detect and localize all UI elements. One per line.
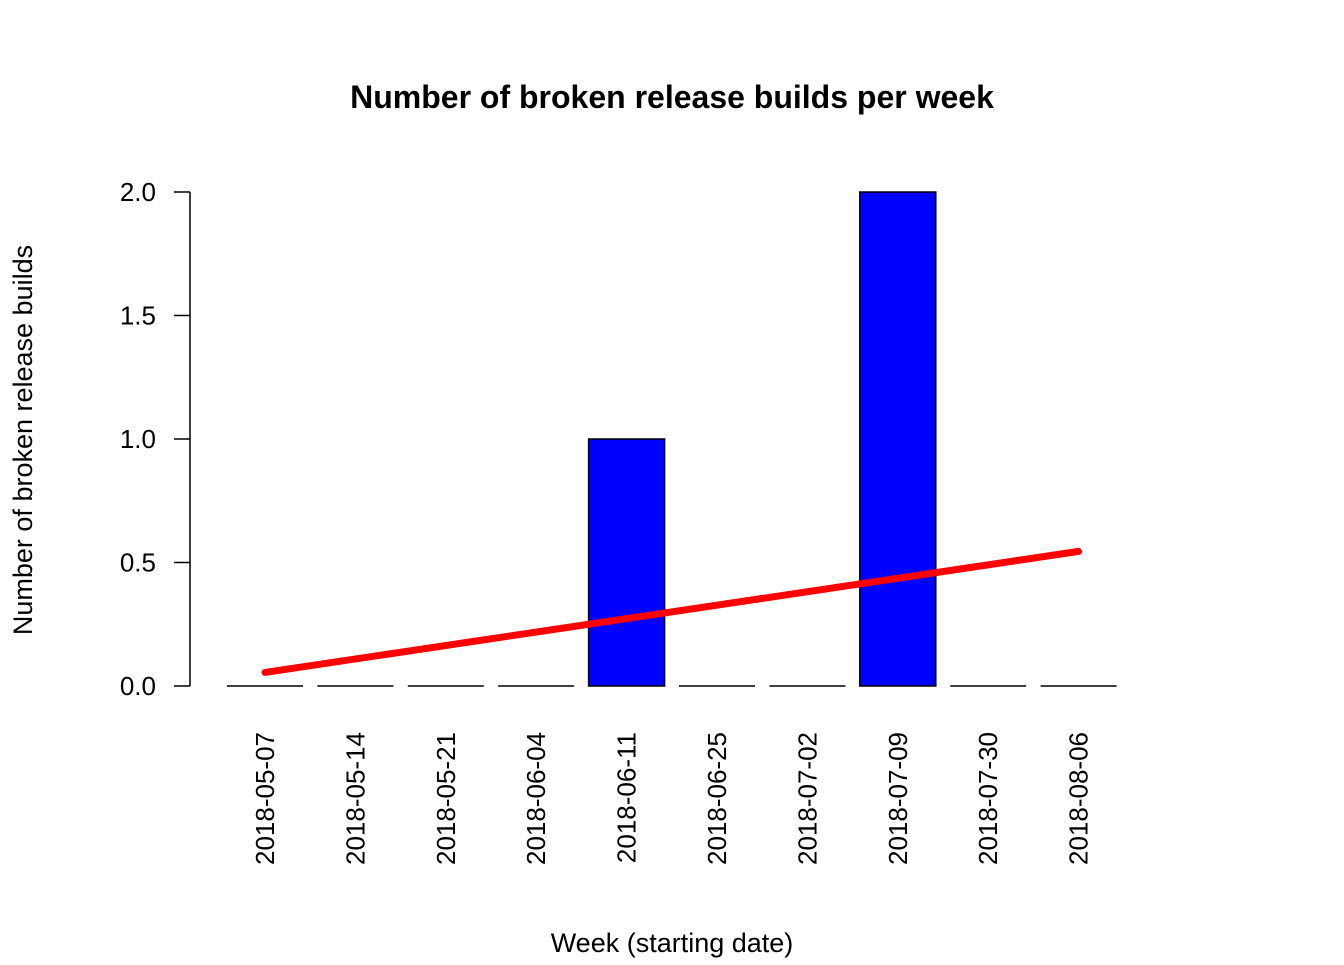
x-tick-label: 2018-07-30 bbox=[973, 732, 1003, 865]
bar bbox=[859, 191, 937, 687]
x-tick-label: 2018-05-21 bbox=[431, 732, 461, 865]
bars-group bbox=[227, 191, 1117, 687]
y-tick-label: 2.0 bbox=[120, 177, 156, 207]
y-tick-label: 1.5 bbox=[120, 301, 156, 331]
x-tick-label: 2018-05-14 bbox=[340, 732, 370, 865]
trend-line-group bbox=[261, 547, 1083, 676]
y-tick-label: 1.0 bbox=[120, 424, 156, 454]
y-axis-label: Number of broken release builds bbox=[8, 245, 38, 635]
chart-title: Number of broken release builds per week bbox=[350, 79, 994, 115]
x-tick-label: 2018-07-02 bbox=[792, 732, 822, 865]
y-tick-label: 0.0 bbox=[120, 671, 156, 701]
trend-line bbox=[261, 547, 1083, 676]
x-tick-label: 2018-07-09 bbox=[883, 732, 913, 865]
y-axis: 0.0 0.5 1.0 1.5 2.0 bbox=[120, 177, 191, 701]
x-tick-label: 2018-08-06 bbox=[1064, 732, 1094, 865]
x-tick-label: 2018-06-25 bbox=[702, 732, 732, 865]
x-tick-label: 2018-05-07 bbox=[250, 732, 280, 865]
x-tick-label: 2018-06-04 bbox=[521, 732, 551, 865]
y-tick-label: 0.5 bbox=[120, 548, 156, 578]
x-tick-labels: 2018-05-07 2018-05-14 2018-05-21 2018-06-04… bbox=[250, 732, 1094, 865]
x-axis-label: Week (starting date) bbox=[551, 928, 794, 958]
bar bbox=[587, 438, 666, 687]
x-tick-label: 2018-06-11 bbox=[612, 732, 642, 863]
